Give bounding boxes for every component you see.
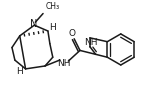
Text: N: N xyxy=(30,19,37,29)
Text: NH: NH xyxy=(57,59,70,68)
Text: CH₃: CH₃ xyxy=(46,2,60,11)
Text: H: H xyxy=(49,23,56,32)
Text: O: O xyxy=(69,29,76,38)
Text: NH: NH xyxy=(84,38,97,47)
Text: H: H xyxy=(16,67,23,76)
